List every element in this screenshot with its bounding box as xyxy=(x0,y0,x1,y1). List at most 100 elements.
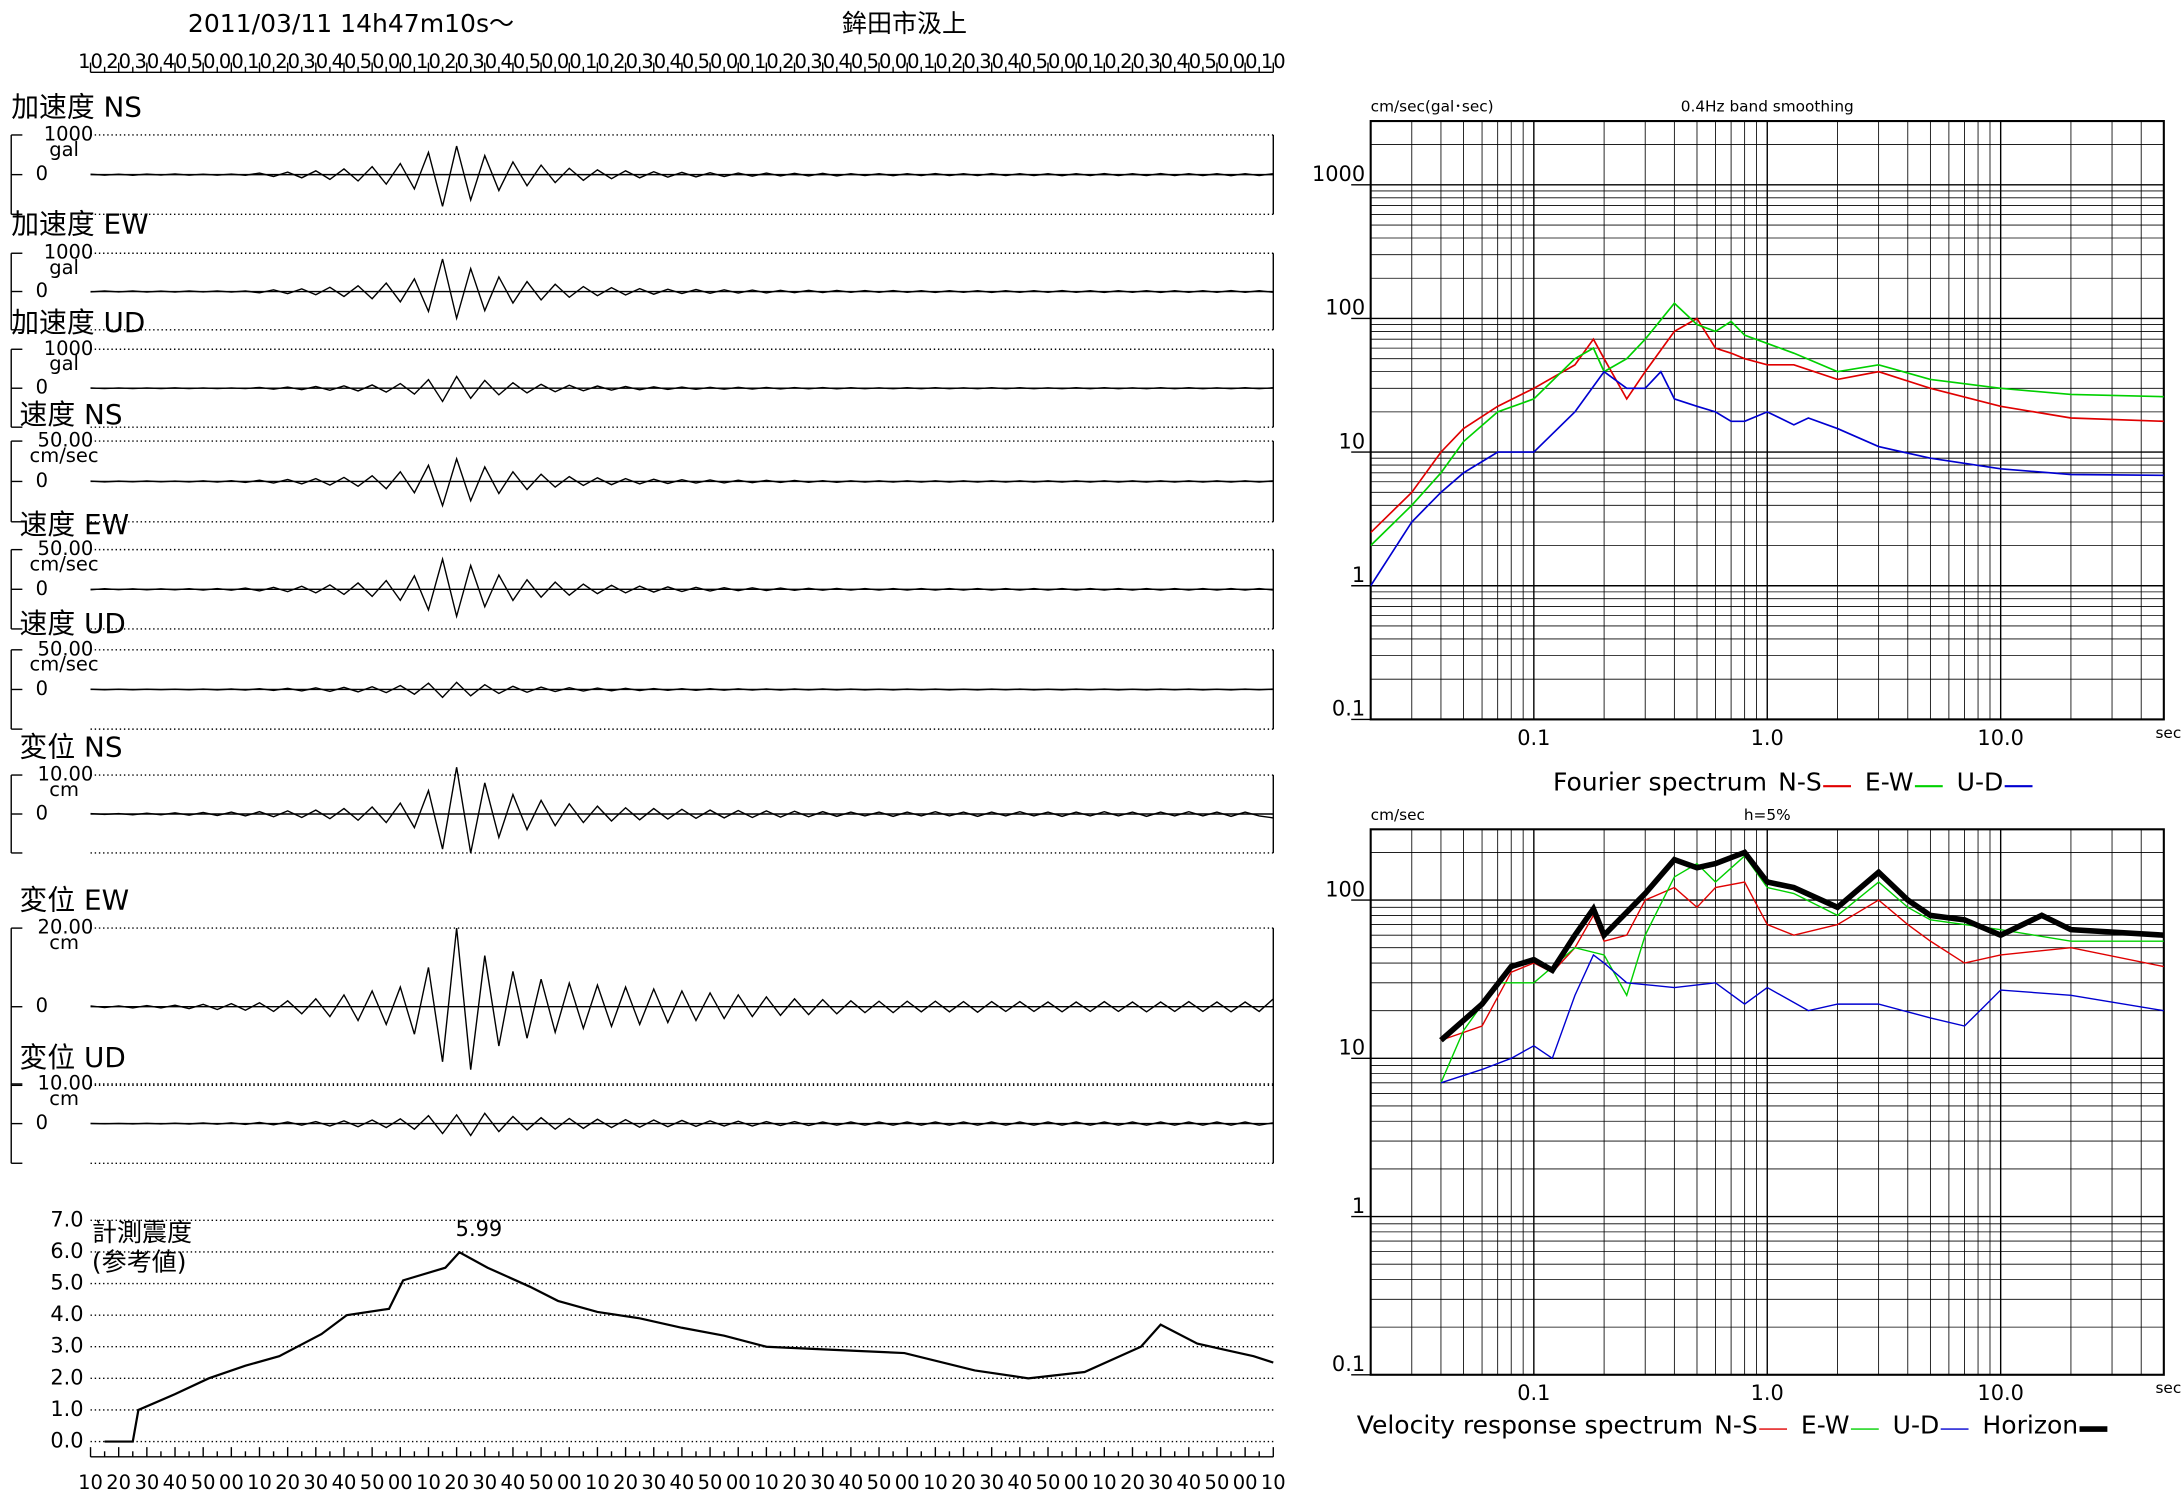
y-tick-label: 10.00 xyxy=(38,1071,94,1094)
time-tick-label: 20 xyxy=(782,50,807,73)
panel-unit: cm/sec xyxy=(30,444,99,467)
time-tick-label: 10 xyxy=(78,50,103,73)
y-axis-label: cm/sec(gal･sec) xyxy=(1371,98,1494,116)
time-tick-label: 50 xyxy=(191,1471,216,1494)
panel-label: 速度 NS xyxy=(20,398,123,431)
time-tick-label: 40 xyxy=(501,1471,526,1494)
time-tick-label: 20 xyxy=(613,50,638,73)
time-tick-label: 50 xyxy=(867,1471,892,1494)
time-tick-label: 40 xyxy=(163,1471,188,1494)
time-tick-label: 00 xyxy=(1064,50,1089,73)
waveform xyxy=(90,928,1274,1070)
time-tick-label: 50 xyxy=(867,50,892,73)
y-tick-label: 4.0 xyxy=(50,1302,83,1326)
time-tick-label: 20 xyxy=(951,50,976,73)
y-tick-label: 1 xyxy=(1352,1194,1365,1218)
y-tick-label: 6.0 xyxy=(50,1239,83,1263)
y-tick-label: 1000 xyxy=(44,241,94,264)
time-tick-label: 20 xyxy=(275,50,300,73)
y-tick-label: 0 xyxy=(36,469,48,492)
time-tick-label: 10 xyxy=(416,50,441,73)
station-name: 鉾田市汲上 xyxy=(842,9,967,38)
y-tick-label: 20.00 xyxy=(38,916,94,939)
time-tick-label: 00 xyxy=(726,1471,751,1494)
waveform xyxy=(90,375,1274,403)
plot-frame xyxy=(1369,120,2165,721)
y-tick-label: 0 xyxy=(36,994,48,1017)
y-tick-label: 5.0 xyxy=(50,1271,83,1295)
waveform xyxy=(90,258,1274,322)
time-tick-label: 50 xyxy=(191,50,216,73)
panel-unit: cm/sec xyxy=(30,552,99,575)
panel-label: 変位 UD xyxy=(20,1041,126,1074)
time-tick-label: 50 xyxy=(529,1471,554,1494)
y-tick-label: 0 xyxy=(36,677,48,700)
time-tick-label: 10 xyxy=(754,1471,779,1494)
time-tick-label: 00 xyxy=(1233,1471,1258,1494)
panel-label: 変位 NS xyxy=(20,731,123,764)
legend-label: U-D xyxy=(1957,767,2004,796)
time-tick-label: 30 xyxy=(303,50,328,73)
spectrum-line xyxy=(1440,953,2164,1084)
time-tick-label: 40 xyxy=(1007,1471,1032,1494)
y-tick-label: 50.00 xyxy=(38,429,94,452)
time-tick-label: 50 xyxy=(1036,50,1061,73)
time-tick-label: 10 xyxy=(78,1471,103,1494)
time-tick-label: 10 xyxy=(247,1471,272,1494)
time-tick-label: 00 xyxy=(726,50,751,73)
panel-label: 加速度 NS xyxy=(11,91,142,124)
time-tick-label: 10 xyxy=(923,1471,948,1494)
time-tick-label: 50 xyxy=(1205,1471,1230,1494)
waveform xyxy=(90,1112,1274,1137)
time-tick-label: 30 xyxy=(979,50,1004,73)
y-tick-label: 10 xyxy=(1339,429,1366,453)
time-tick-label: 40 xyxy=(670,1471,695,1494)
spectrum-line xyxy=(1439,849,2164,1043)
time-tick-label: 00 xyxy=(219,50,244,73)
time-tick-label: 10 xyxy=(1261,50,1286,73)
x-axis-label: sec xyxy=(2155,724,2181,742)
time-tick-label: 30 xyxy=(810,1471,835,1494)
panel-label: 速度 EW xyxy=(20,508,130,541)
x-tick-label: 10.0 xyxy=(1977,726,2023,750)
time-tick-label: 40 xyxy=(501,50,526,73)
legend-title: Fourier spectrum xyxy=(1553,767,1767,796)
time-tick-label: 10 xyxy=(1092,1471,1117,1494)
time-tick-label: 10 xyxy=(247,50,272,73)
y-tick-label: 1000 xyxy=(1312,162,1365,186)
y-tick-label: 7.0 xyxy=(50,1207,83,1231)
intensity-label: 計測震度 xyxy=(92,1218,192,1247)
time-tick-label: 10 xyxy=(754,50,779,73)
time-tick-label: 40 xyxy=(838,1471,863,1494)
time-tick-label: 30 xyxy=(134,1471,159,1494)
y-tick-label: 0.1 xyxy=(1332,697,1365,721)
time-tick-label: 20 xyxy=(1120,50,1145,73)
time-tick-label: 20 xyxy=(613,1471,638,1494)
time-tick-label: 50 xyxy=(529,50,554,73)
time-tick-label: 50 xyxy=(360,50,385,73)
panel-unit: cm xyxy=(49,1087,79,1110)
time-tick-label: 20 xyxy=(106,1471,131,1494)
time-tick-label: 10 xyxy=(923,50,948,73)
legend-label: N-S xyxy=(1714,1410,1758,1439)
time-tick-label: 20 xyxy=(951,1471,976,1494)
time-tick-label: 40 xyxy=(1007,50,1032,73)
y-tick-label: 1 xyxy=(1352,563,1365,587)
waveform xyxy=(90,456,1274,508)
time-tick-label: 00 xyxy=(388,1471,413,1494)
time-tick-label: 20 xyxy=(782,1471,807,1494)
time-tick-label: 00 xyxy=(895,50,920,73)
time-tick-label: 30 xyxy=(303,1471,328,1494)
panel-unit: cm xyxy=(49,778,79,801)
y-tick-label: 100 xyxy=(1325,296,1365,320)
x-tick-label: 1.0 xyxy=(1751,1381,1784,1405)
y-tick-label: 0.0 xyxy=(50,1429,83,1453)
peak-annotation: 5.99 xyxy=(456,1217,502,1241)
legend-label: E-W xyxy=(1865,767,1914,796)
y-tick-label: 0 xyxy=(36,1111,48,1134)
y-tick-label: 1000 xyxy=(44,337,94,360)
x-tick-label: 0.1 xyxy=(1517,726,1550,750)
x-tick-label: 0.1 xyxy=(1517,1381,1550,1405)
spectrum-line xyxy=(1370,317,2164,534)
time-tick-label: 50 xyxy=(1205,50,1230,73)
